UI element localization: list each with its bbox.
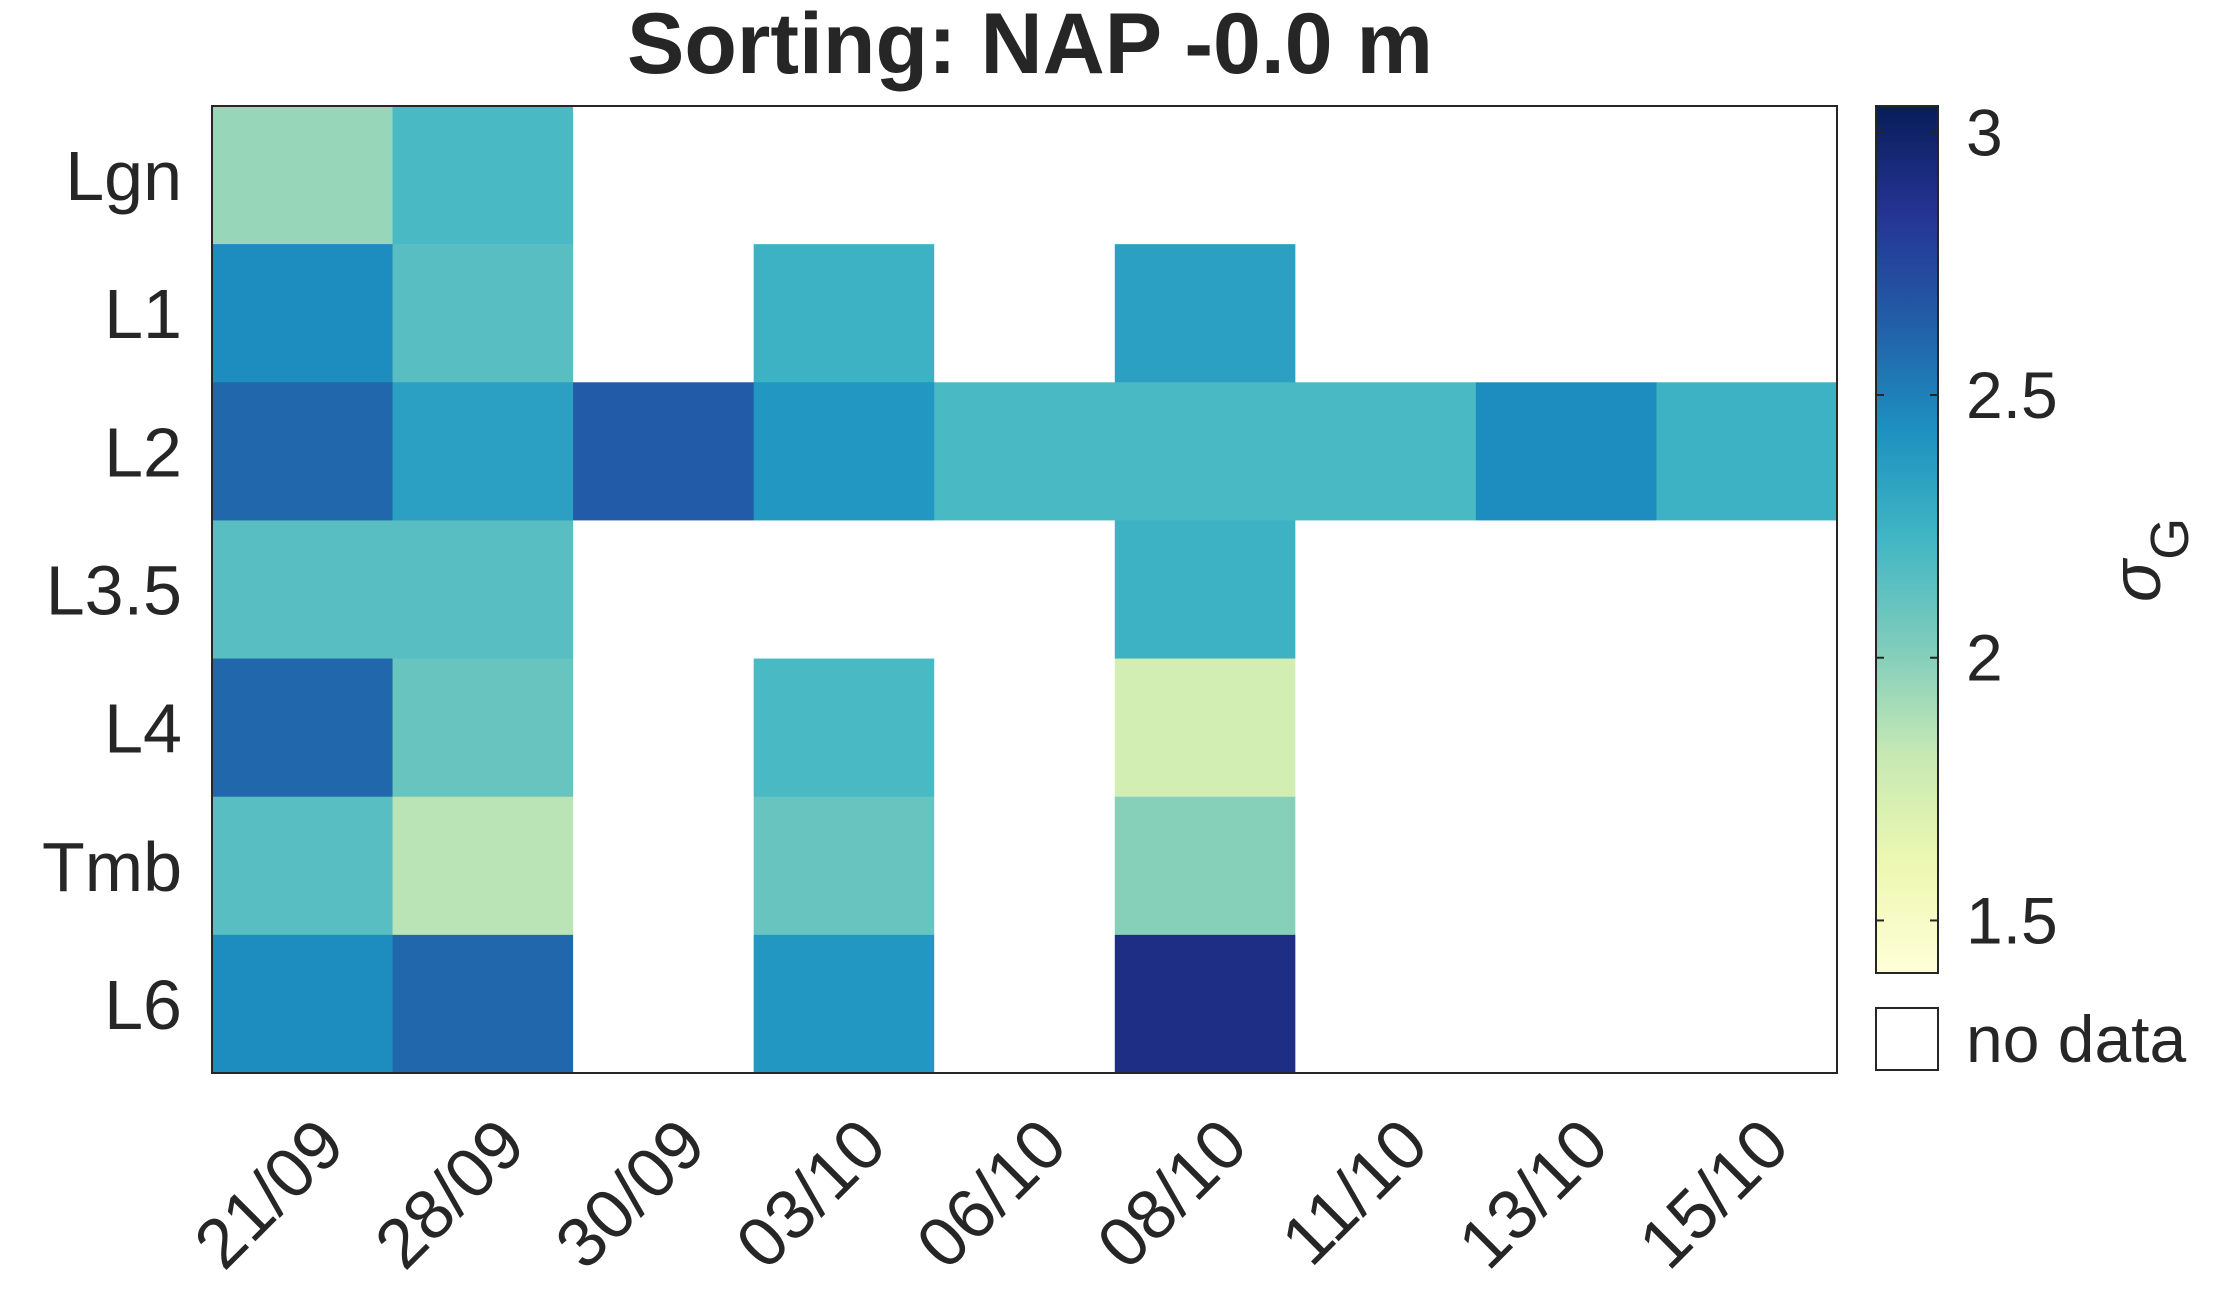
colorbar-tick-label: 2.5: [1966, 358, 2058, 432]
colorbar-tick-label: 2: [1966, 621, 2003, 695]
column-label: 03/10: [721, 1104, 900, 1283]
colorbar: [1875, 105, 1939, 974]
heatmap-cell-L2-08/10: [1114, 382, 1296, 522]
heatmap-cell-L1-03/10: [753, 244, 935, 383]
column-label: 30/09: [541, 1104, 720, 1283]
heatmap-cell-L3.5-13/10: [1475, 520, 1658, 660]
column-labels: 21/09 28/09 30/09 03/10 06/10 08/10 11/10 13/10…: [180, 1104, 1803, 1283]
column-label: 28/09: [360, 1104, 539, 1283]
heatmap-cell-L3.5-28/09: [392, 520, 574, 660]
heatmap-cell-L1-13/10: [1475, 244, 1658, 383]
column-label: 13/10: [1443, 1104, 1622, 1283]
heatmap-cell-Lgn-15/10: [1656, 106, 1838, 245]
row-label: L4: [104, 690, 182, 768]
heatmap-cell-L4-30/09: [573, 658, 755, 798]
heatmap-cell-Lgn-08/10: [1114, 106, 1296, 245]
colorbar-label: σG: [2097, 518, 2200, 602]
heatmap-cell-L6-11/10: [1295, 934, 1477, 1074]
heatmap-cell-L3.5-11/10: [1295, 520, 1477, 660]
chart-title: Sorting: NAP -0.0 m: [627, 0, 1433, 92]
heatmap-cell-Lgn-06/10: [934, 106, 1116, 245]
heatmap-cell-L6-15/10: [1656, 934, 1838, 1074]
heatmap-cell-L2-15/10: [1656, 382, 1838, 522]
heatmap-cell-Tmb-11/10: [1295, 796, 1477, 936]
heatmap-cell-L4-08/10: [1114, 658, 1296, 798]
heatmap-cell-Lgn-28/09: [392, 106, 574, 245]
heatmap-cell-L1-21/09: [212, 244, 394, 383]
heatmap-cell-L2-30/09: [573, 382, 755, 522]
heatmap-cell-L3.5-03/10: [753, 520, 935, 660]
heatmap-cell-Tmb-03/10: [753, 796, 935, 936]
heatmap-cell-L2-11/10: [1295, 382, 1477, 522]
column-label: 21/09: [180, 1104, 359, 1283]
heatmap-cell-L2-21/09: [212, 382, 394, 522]
heatmap-cell-L3.5-21/09: [212, 520, 394, 660]
heatmap-cell-Tmb-28/09: [392, 796, 574, 936]
heatmap-cell-L1-30/09: [573, 244, 755, 383]
colorbar-label-subscript: G: [2140, 518, 2200, 560]
row-label: L3.5: [46, 552, 182, 630]
heatmap-cell-L4-28/09: [392, 658, 574, 798]
heatmap-cell-L3.5-08/10: [1114, 520, 1296, 660]
colorbar-tick-label: 3: [1966, 95, 2003, 169]
row-label: Tmb: [42, 828, 182, 906]
heatmap-cell-Tmb-15/10: [1656, 796, 1838, 936]
heatmap-cell-L3.5-06/10: [934, 520, 1116, 660]
colorbar-label-symbol: σ: [2097, 557, 2175, 602]
heatmap-cell-L1-28/09: [392, 244, 574, 383]
heatmap-cell-L4-06/10: [934, 658, 1116, 798]
heatmap-cell-Lgn-13/10: [1475, 106, 1658, 245]
no-data-label: no data: [1966, 1002, 2186, 1076]
heatmap-cell-L4-15/10: [1656, 658, 1838, 798]
heatmap-cell-L6-30/09: [573, 934, 755, 1074]
heatmap-cell-L6-21/09: [212, 934, 394, 1074]
row-label: L1: [104, 275, 182, 353]
heatmap-cell-Tmb-08/10: [1114, 796, 1296, 936]
heatmap-cell-L6-28/09: [392, 934, 574, 1074]
heatmap-cell-Tmb-13/10: [1475, 796, 1658, 936]
heatmap-cell-L1-08/10: [1114, 244, 1296, 383]
heatmap-cell-L6-06/10: [934, 934, 1116, 1074]
heatmap-cell-L3.5-30/09: [573, 520, 755, 660]
heatmap-cell-Tmb-06/10: [934, 796, 1116, 936]
colorbar-tick-label: 1.5: [1966, 883, 2058, 957]
heatmap-cell-L4-11/10: [1295, 658, 1477, 798]
heatmap-cell-L6-08/10: [1114, 934, 1296, 1074]
heatmap-cell-Lgn-03/10: [753, 106, 935, 245]
heatmap-cell-Lgn-11/10: [1295, 106, 1477, 245]
row-label: L2: [104, 413, 182, 491]
heatmap-cell-L2-06/10: [934, 382, 1116, 522]
heatmap-cell-L1-06/10: [934, 244, 1116, 383]
heatmap-cell-L2-03/10: [753, 382, 935, 522]
heatmap-cell-L4-21/09: [212, 658, 394, 798]
column-label: 08/10: [1082, 1104, 1261, 1283]
heatmap-cell-Tmb-30/09: [573, 796, 755, 936]
heatmap-cell-L4-03/10: [753, 658, 935, 798]
heatmap-cells: [212, 106, 1838, 1074]
no-data-swatch: [1875, 1007, 1939, 1071]
plot-frame: [211, 105, 1838, 1074]
heatmap-cell-Lgn-21/09: [212, 106, 394, 245]
row-labels: Lgn L1 L2 L3.5 L4 Tmb L6: [42, 137, 182, 1044]
row-label: Lgn: [65, 137, 182, 215]
heatmap-cell-L2-28/09: [392, 382, 574, 522]
heatmap-cell-L3.5-15/10: [1656, 520, 1838, 660]
heatmap-cell-L1-11/10: [1295, 244, 1477, 383]
heatmap-cell-L2-13/10: [1475, 382, 1658, 522]
heatmap-cell-L4-13/10: [1475, 658, 1658, 798]
heatmap-cell-Lgn-30/09: [573, 106, 755, 245]
heatmap-cell-L6-03/10: [753, 934, 935, 1074]
colorbar-ticks: 1.5 2 2.5 3: [1876, 95, 2058, 957]
heatmap-cell-L1-15/10: [1656, 244, 1838, 383]
heatmap-cell-L6-13/10: [1475, 934, 1658, 1074]
column-label: 15/10: [1624, 1104, 1803, 1283]
heatmap-cell-Tmb-21/09: [212, 796, 394, 936]
column-label: 06/10: [902, 1104, 1081, 1283]
column-label: 11/10: [1267, 1104, 1442, 1279]
row-label: L6: [104, 966, 182, 1044]
